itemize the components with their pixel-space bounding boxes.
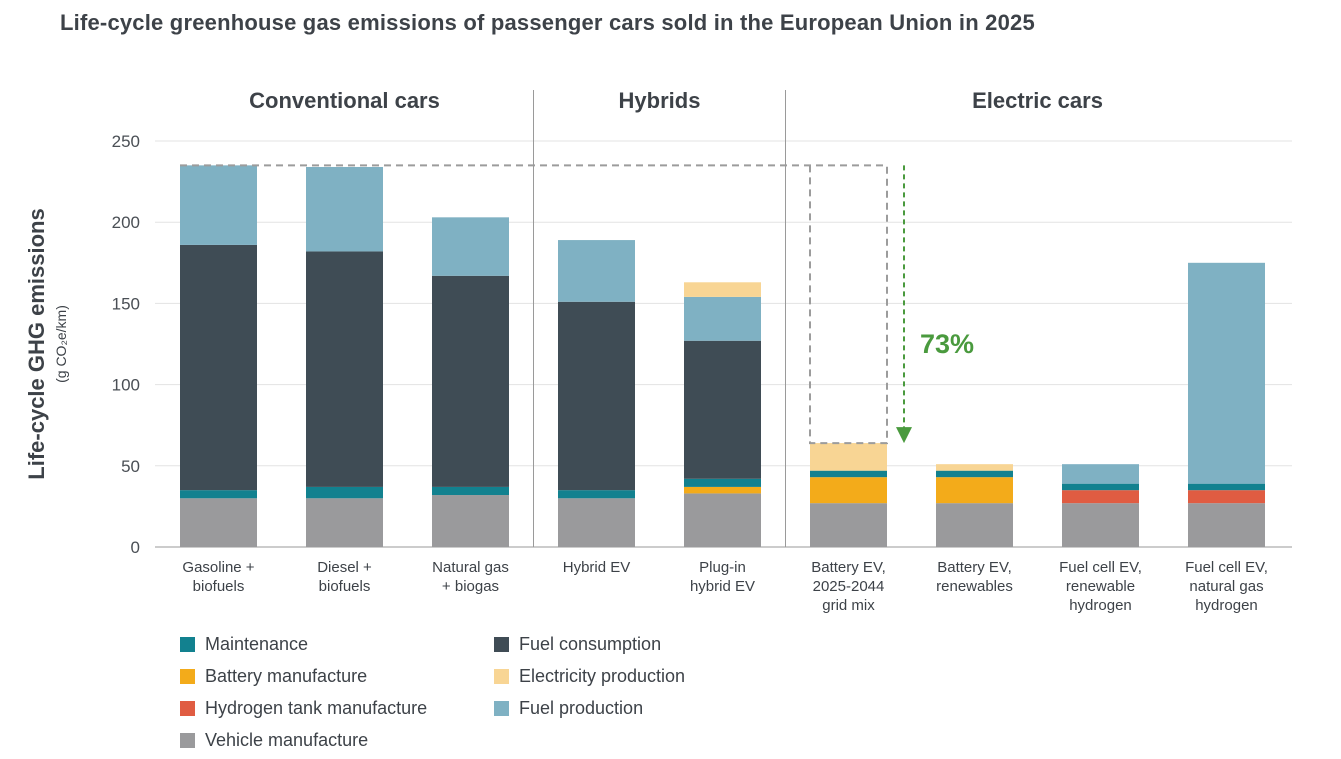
legend-swatch: [494, 637, 509, 652]
bar-segment-fuel-consumption: [306, 251, 383, 487]
y-tick-label: 250: [112, 132, 140, 151]
y-tick-label: 200: [112, 213, 140, 232]
group-label: Hybrids: [619, 88, 701, 113]
bar-segment-vehicle-manufacture: [180, 498, 257, 547]
label-layer: 0 50 100 150 200 250 Life-cycle GHG emissions(…: [24, 88, 1268, 614]
legend-item: Fuel consumption: [494, 634, 661, 655]
dashed-outline-box: [809, 165, 888, 445]
bar-segment-maintenance: [432, 486, 509, 496]
y-tick-label: 150: [112, 294, 140, 313]
category-label: renewables: [936, 578, 1013, 595]
bar-segment-maintenance: [558, 490, 635, 499]
legend-label: Maintenance: [205, 634, 309, 654]
y-axis-title: Life-cycle GHG emissions: [24, 208, 49, 479]
category-label: Fuel cell EV,: [1185, 559, 1268, 576]
category-label: + biogas: [442, 578, 499, 595]
legend-swatch: [180, 637, 195, 652]
bar-segment-fuel-consumption: [180, 244, 257, 491]
bar-segment-fuel-consumption: [558, 301, 635, 491]
bar-segment-fuel-production: [558, 240, 635, 302]
bar-segment-electricity-production: [684, 282, 761, 297]
bar-segment-vehicle-manufacture: [810, 503, 887, 547]
legend-item: Vehicle manufacture: [180, 730, 368, 751]
bar-segment-hydrogen-tank-manufacture: [1188, 490, 1265, 504]
category-label: biofuels: [193, 578, 245, 595]
legend-item: Fuel production: [494, 698, 643, 719]
bar-segment-maintenance: [684, 478, 761, 487]
bar-segment-maintenance: [180, 490, 257, 499]
category-label: Natural gas: [432, 559, 509, 576]
bar-segment-battery-manufacture: [810, 477, 887, 504]
bar-segment-battery-manufacture: [936, 477, 1013, 504]
legend-item: Battery manufacture: [180, 666, 367, 687]
bar-segment-electricity-production: [810, 443, 887, 471]
legend-label: Fuel production: [519, 698, 644, 718]
legend-item: Hydrogen tank manufacture: [180, 698, 427, 719]
reduction-arrow-head: [896, 427, 912, 444]
category-label: Gasoline +: [182, 559, 254, 576]
bar-segment-vehicle-manufacture: [684, 493, 761, 547]
bar-layer: [180, 165, 1265, 547]
y-tick-label: 100: [112, 376, 140, 395]
category-label: biofuels: [319, 578, 371, 595]
category-label: hydrogen: [1195, 597, 1258, 614]
bar-segment-fuel-production: [1188, 262, 1265, 484]
legend-item: Maintenance: [180, 634, 308, 655]
y-tick-label: 0: [131, 538, 140, 557]
legend-label: Fuel consumption: [519, 634, 662, 654]
bar-segment-maintenance: [306, 486, 383, 499]
bar-segment-vehicle-manufacture: [1062, 503, 1139, 547]
bar-segment-vehicle-manufacture: [432, 495, 509, 547]
bar-segment-vehicle-manufacture: [558, 498, 635, 547]
bar-segment-fuel-production: [1062, 464, 1139, 484]
reduction-percentage: 73%: [920, 329, 974, 359]
bar-segment-maintenance: [810, 470, 887, 478]
legend-label: Hydrogen tank manufacture: [205, 698, 428, 718]
group-label: Conventional cars: [249, 88, 440, 113]
legend-swatch: [494, 701, 509, 716]
bar-segment-fuel-consumption: [432, 275, 509, 487]
legend-item: Electricity production: [494, 666, 685, 687]
category-label: 2025-2044: [813, 578, 885, 595]
legend-swatch: [494, 669, 509, 684]
legend-swatch: [180, 701, 195, 716]
bar-segment-fuel-production: [684, 296, 761, 341]
bar-segment-hydrogen-tank-manufacture: [1062, 490, 1139, 504]
bar-segment-vehicle-manufacture: [936, 503, 1013, 547]
category-label: Fuel cell EV,: [1059, 559, 1142, 576]
legend-label: Battery manufacture: [205, 666, 368, 686]
y-tick-label: 50: [121, 457, 140, 476]
bar-segment-maintenance: [1188, 483, 1265, 491]
bar-segment-fuel-production: [432, 217, 509, 276]
bar-segment-electricity-production: [936, 464, 1013, 471]
bar-segment-maintenance: [936, 470, 1013, 478]
category-label: natural gas: [1189, 578, 1263, 595]
bar-segment-fuel-production: [306, 166, 383, 252]
category-label: hybrid EV: [690, 578, 755, 595]
group-label: Electric cars: [972, 88, 1103, 113]
y-axis-unit: (g CO₂e/km): [53, 305, 69, 383]
bar-segment-vehicle-manufacture: [1188, 503, 1265, 547]
legend-swatch: [180, 669, 195, 684]
bar-segment-vehicle-manufacture: [306, 498, 383, 547]
legend-label: Electricity production: [519, 666, 686, 686]
annotation-layer: 73%: [180, 164, 974, 445]
category-label: Hybrid EV: [563, 559, 631, 576]
legend-swatch: [180, 733, 195, 748]
category-label: renewable: [1066, 578, 1135, 595]
category-label: grid mix: [822, 597, 875, 614]
category-label: Battery EV,: [937, 559, 1012, 576]
category-label: Plug-in: [699, 559, 746, 576]
bar-segment-fuel-production: [180, 165, 257, 245]
category-label: Diesel +: [317, 559, 372, 576]
legend: Maintenance Fuel consumption Battery manuf…: [180, 634, 820, 754]
category-label: hydrogen: [1069, 597, 1132, 614]
bar-segment-maintenance: [1062, 483, 1139, 491]
chart-title: Life-cycle greenhouse gas emissions of p…: [60, 10, 1035, 35]
category-label: Battery EV,: [811, 559, 886, 576]
bar-segment-fuel-consumption: [684, 340, 761, 479]
bar-segment-battery-manufacture: [684, 486, 761, 494]
legend-label: Vehicle manufacture: [205, 730, 369, 750]
